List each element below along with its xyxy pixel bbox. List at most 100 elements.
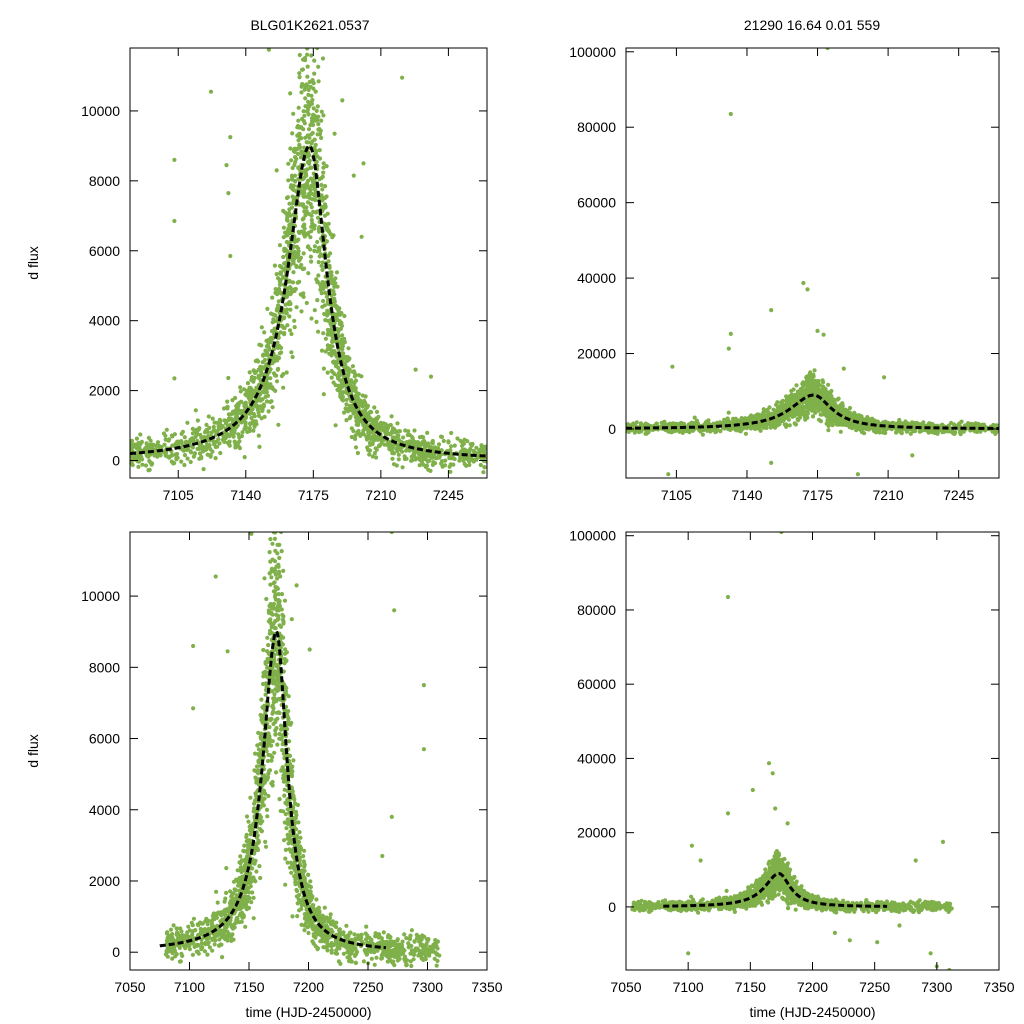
data-point bbox=[354, 393, 359, 398]
data-point bbox=[959, 419, 964, 424]
data-point bbox=[482, 444, 487, 450]
data-point bbox=[828, 410, 833, 415]
data-point bbox=[259, 325, 264, 330]
data-point bbox=[301, 193, 306, 198]
data-point bbox=[305, 48, 310, 51]
data-point bbox=[225, 399, 230, 404]
data-point bbox=[344, 402, 349, 407]
data-point bbox=[321, 113, 326, 118]
data-point bbox=[270, 612, 275, 617]
data-point bbox=[308, 254, 313, 259]
data-point bbox=[190, 426, 195, 431]
data-point bbox=[247, 370, 252, 375]
data-point bbox=[298, 255, 303, 260]
data-point bbox=[310, 130, 315, 136]
data-point bbox=[273, 313, 278, 318]
data-point bbox=[809, 407, 814, 412]
data-point bbox=[233, 417, 239, 422]
data-point bbox=[717, 420, 723, 425]
data-point bbox=[222, 439, 227, 444]
data-point bbox=[270, 295, 275, 300]
data-point bbox=[377, 443, 382, 448]
data-point bbox=[334, 318, 339, 323]
data-point bbox=[284, 233, 289, 238]
data-point bbox=[317, 254, 322, 259]
data-point-outlier bbox=[228, 135, 233, 140]
data-point bbox=[272, 359, 277, 364]
data-point bbox=[282, 331, 287, 336]
data-point bbox=[291, 261, 296, 266]
data-point bbox=[310, 118, 315, 123]
data-point bbox=[321, 392, 326, 397]
data-point bbox=[294, 255, 300, 260]
data-point bbox=[388, 422, 393, 428]
data-point bbox=[284, 370, 289, 375]
data-point bbox=[300, 266, 305, 272]
data-point bbox=[266, 345, 271, 350]
data-point bbox=[301, 251, 306, 256]
data-point bbox=[313, 118, 318, 123]
data-point bbox=[319, 182, 324, 188]
data-point bbox=[301, 119, 306, 124]
data-point bbox=[337, 312, 342, 317]
data-point bbox=[826, 391, 831, 396]
data-point-outlier bbox=[821, 332, 826, 337]
data-point bbox=[207, 425, 212, 430]
data-point bbox=[263, 844, 269, 849]
data-point bbox=[643, 421, 648, 426]
data-point bbox=[245, 381, 251, 386]
data-point bbox=[274, 272, 279, 277]
data-point-outlier bbox=[228, 253, 233, 259]
data-point bbox=[305, 182, 310, 187]
data-point bbox=[269, 399, 274, 404]
data-point bbox=[170, 434, 175, 439]
data-point bbox=[195, 438, 200, 443]
data-point bbox=[333, 276, 338, 281]
data-point bbox=[332, 338, 338, 344]
data-point bbox=[303, 96, 308, 101]
data-point bbox=[206, 414, 211, 419]
data-point bbox=[134, 436, 139, 441]
data-point-outlier bbox=[266, 48, 271, 52]
data-point bbox=[305, 244, 310, 250]
data-point bbox=[211, 424, 216, 430]
data-point bbox=[798, 388, 803, 393]
data-point-outlier bbox=[400, 75, 405, 80]
data-point-outlier bbox=[361, 161, 366, 166]
data-point bbox=[232, 439, 237, 444]
data-point bbox=[797, 405, 802, 410]
data-point bbox=[284, 248, 289, 253]
data-point bbox=[305, 232, 310, 237]
data-point bbox=[240, 430, 245, 435]
data-point bbox=[281, 275, 286, 280]
data-point bbox=[449, 453, 454, 458]
data-point bbox=[838, 429, 843, 434]
data-point bbox=[323, 349, 328, 354]
y-tick-label: 0 bbox=[112, 453, 120, 469]
data-point bbox=[673, 428, 679, 433]
data-point bbox=[316, 64, 321, 69]
data-point bbox=[309, 122, 314, 127]
data-point bbox=[309, 259, 314, 264]
data-point-outlier bbox=[888, 480, 892, 484]
data-point-outlier bbox=[666, 472, 671, 477]
data-point bbox=[312, 223, 317, 228]
data-point bbox=[213, 456, 218, 461]
data-point bbox=[718, 429, 723, 434]
data-point bbox=[239, 434, 244, 439]
data-point bbox=[319, 348, 325, 353]
data-point bbox=[644, 431, 649, 436]
data-point bbox=[133, 444, 138, 449]
data-point bbox=[199, 435, 204, 440]
data-point bbox=[256, 433, 261, 438]
data-point bbox=[313, 150, 318, 155]
data-point bbox=[175, 439, 181, 444]
data-point bbox=[448, 469, 453, 474]
data-point bbox=[351, 428, 356, 434]
data-point bbox=[372, 451, 377, 456]
data-point bbox=[389, 414, 394, 419]
data-point bbox=[262, 357, 267, 363]
data-point bbox=[446, 439, 451, 444]
data-point bbox=[331, 289, 336, 294]
data-point bbox=[461, 458, 466, 463]
